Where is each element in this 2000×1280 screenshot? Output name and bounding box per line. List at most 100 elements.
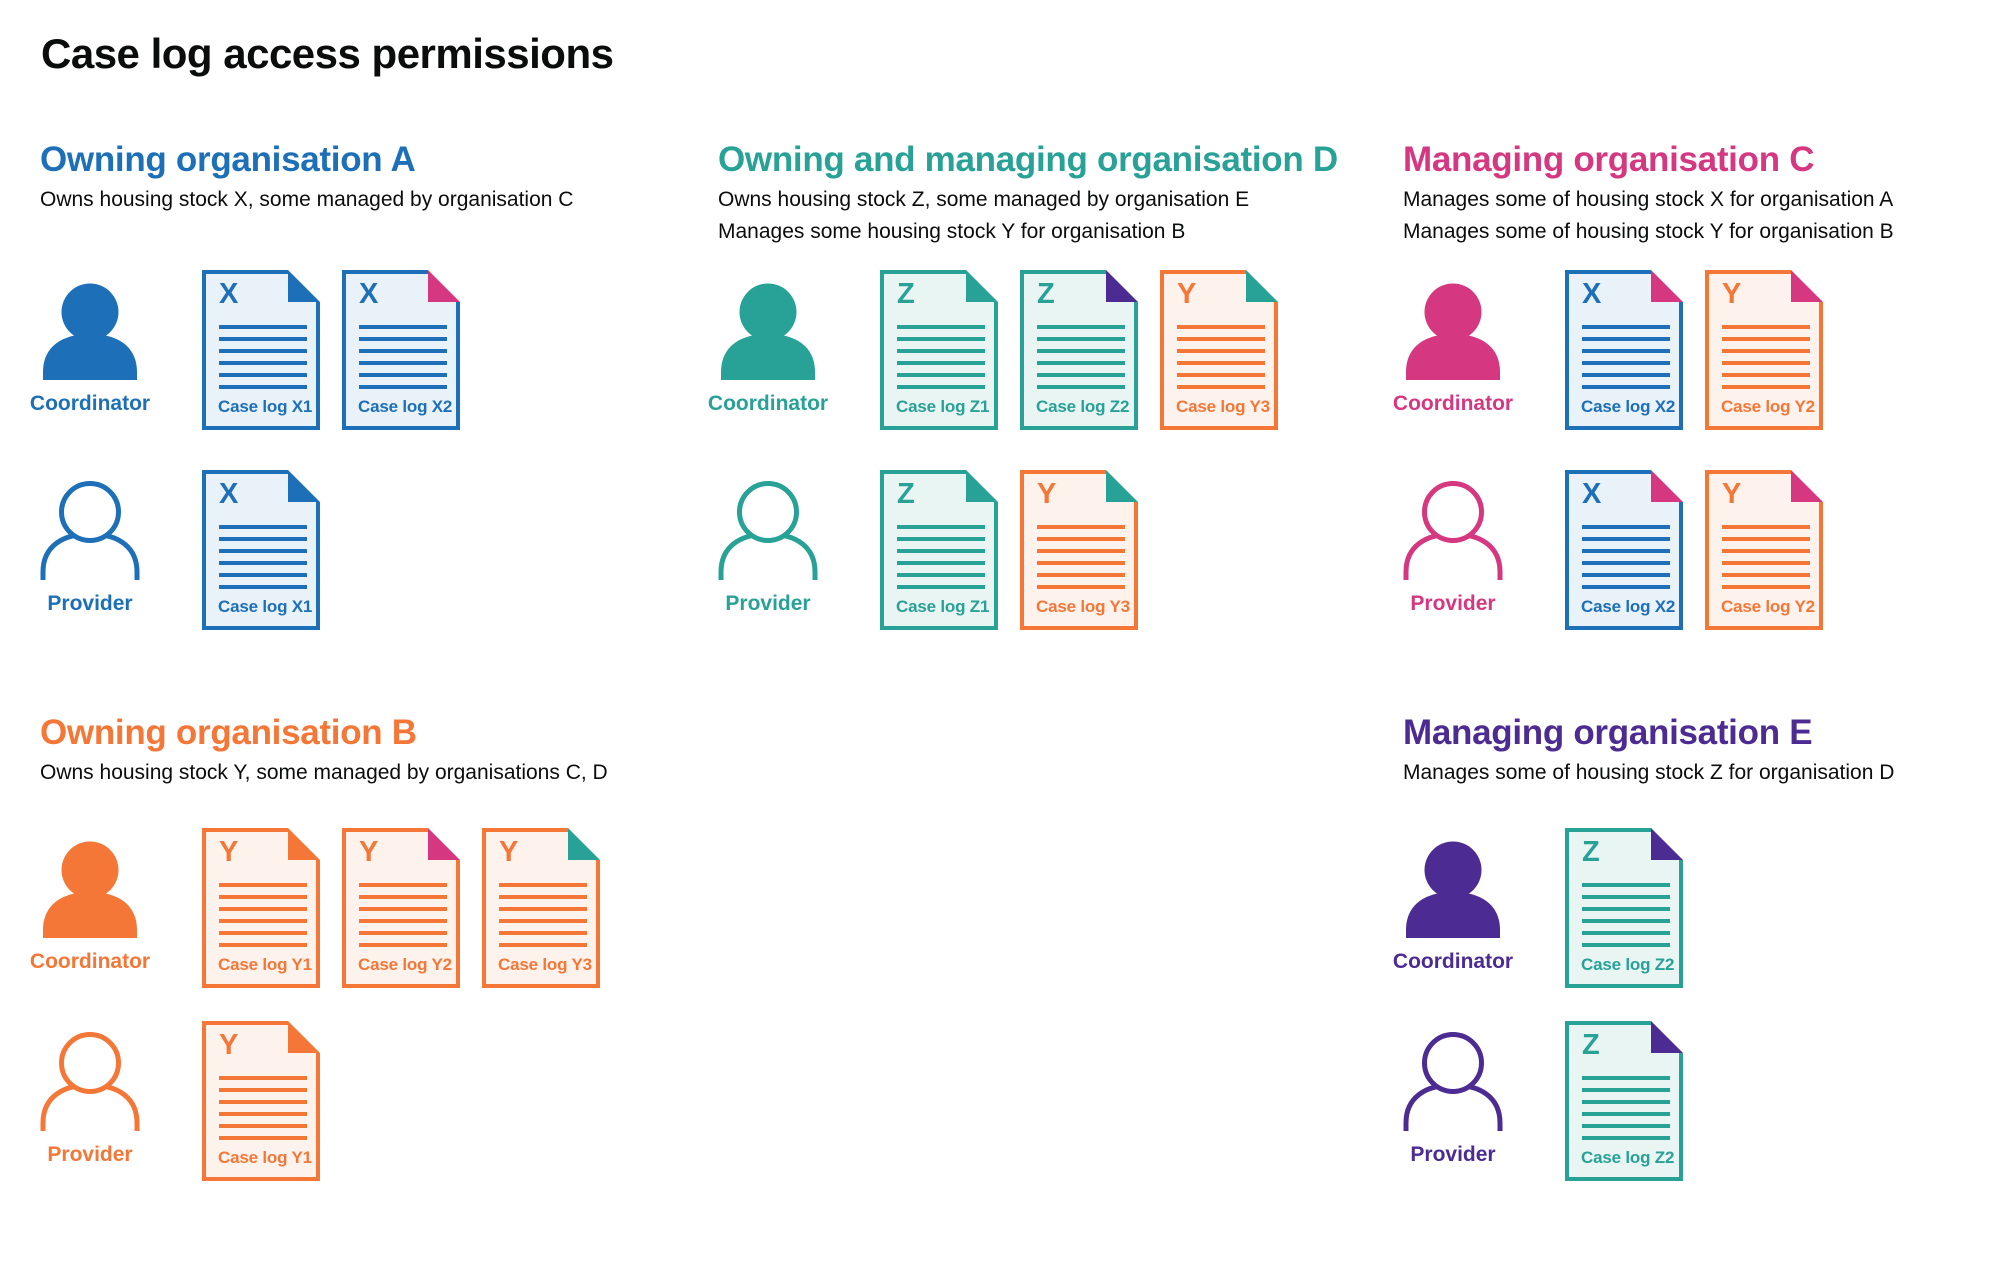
org-section-description: Manages some of housing stock Z for orga… [1403,757,1894,789]
doc-text-lines-icon [1582,1076,1670,1140]
doc-stock-letter: Y [1722,478,1742,510]
persona-coordinator: Coordinator [708,270,828,430]
persona-role-label: Provider [1410,592,1496,615]
persona-role-label: Provider [1410,1143,1496,1166]
persona-role-label: Coordinator [1392,392,1514,415]
person-icon [1403,481,1503,580]
doc-case-log-label: Case log X2 [1581,397,1676,416]
doc-case-log-label: Case log Z1 [896,597,990,616]
doc-text-lines-icon [219,883,307,947]
persona-role-label: Coordinator [1392,950,1514,973]
person-icon [40,1032,140,1131]
doc-text-lines-icon [1582,325,1670,389]
role-row: Coordinator X Case log X1 X Case log X2 [30,270,460,430]
doc-text-lines-icon [219,525,307,589]
role-row: Coordinator X Case log X2 Y Case log Y2 [1393,270,1823,430]
org-section-org-b: Owning organisation B Owns housing stock… [30,713,608,1181]
case-log-docs: X Case log X2 Y Case log Y2 [1565,470,1823,630]
doc-text-lines-icon [219,325,307,389]
case-log-document: Y Case log Y3 [1020,470,1138,630]
case-log-docs: Y Case log Y1 [202,1021,320,1181]
doc-stock-letter: Y [359,836,379,868]
doc-text-lines-icon [1722,525,1810,589]
doc-case-log-label: Case log Y2 [1721,597,1815,616]
person-icon [43,841,137,938]
case-log-document: Z Case log Z2 [1565,1021,1683,1181]
persona-coordinator: Coordinator [1393,828,1513,988]
doc-stock-letter: Y [1037,478,1057,510]
case-log-document: X Case log X2 [1565,270,1683,430]
doc-text-lines-icon [1037,325,1125,389]
case-log-document: Y Case log Y2 [342,828,460,988]
org-description-line: Manages some housing stock Y for organis… [718,220,1186,243]
doc-stock-letter: X [1582,278,1602,310]
doc-stock-letter: Y [219,1029,239,1061]
org-section-org-d: Owning and managing organisation D Owns … [708,140,1338,630]
doc-case-log-label: Case log Y1 [218,955,312,974]
org-description-line: Owns housing stock Y, some managed by or… [40,761,608,784]
person-icon [1406,841,1500,938]
doc-text-lines-icon [359,325,447,389]
org-section-org-c: Managing organisation C Manages some of … [1393,140,1894,630]
case-log-docs: X Case log X2 Y Case log Y2 [1565,270,1823,430]
role-row: Provider X Case log X1 [40,470,320,630]
doc-text-lines-icon [1582,525,1670,589]
org-section-title: Managing organisation E [1403,713,1813,752]
doc-case-log-label: Case log Z2 [1581,1148,1675,1167]
persona-role-label: Coordinator [707,392,829,415]
doc-stock-letter: Z [897,478,915,510]
org-section-title: Owning organisation B [40,713,417,752]
person-icon [721,283,815,380]
doc-text-lines-icon [897,525,985,589]
persona-provider: Provider [1403,470,1503,630]
org-section-description: Manages some of housing stock X for orga… [1403,184,1894,248]
org-description-line: Owns housing stock X, some managed by or… [40,188,574,211]
doc-text-lines-icon [1037,525,1125,589]
doc-stock-letter: X [219,278,239,310]
org-section-title: Owning organisation A [40,140,416,179]
case-log-docs: Z Case log Z2 [1565,1021,1683,1181]
doc-case-log-label: Case log Y3 [1036,597,1130,616]
org-section-description: Owns housing stock X, some managed by or… [40,184,573,216]
doc-stock-letter: Y [1177,278,1197,310]
role-row: Coordinator Z Case log Z2 [1393,828,1683,988]
person-icon [1403,1032,1503,1131]
persona-role-label: Provider [47,592,133,615]
org-section-org-e: Managing organisation E Manages some of … [1393,713,1894,1181]
case-log-docs: Z Case log Z2 [1565,828,1683,988]
doc-stock-letter: X [219,478,239,510]
case-log-document: Y Case log Y1 [202,1021,320,1181]
role-row: Provider Y Case log Y1 [40,1021,320,1181]
doc-case-log-label: Case log X1 [218,397,313,416]
org-section-description: Owns housing stock Z, some managed by or… [718,184,1249,248]
org-section-description: Owns housing stock Y, some managed by or… [40,757,608,789]
doc-case-log-label: Case log Z2 [1036,397,1130,416]
case-log-document: Y Case log Y3 [1160,270,1278,430]
person-icon [1406,283,1500,380]
doc-text-lines-icon [1177,325,1265,389]
doc-stock-letter: Z [1582,1029,1600,1061]
doc-case-log-label: Case log Z2 [1581,955,1675,974]
case-log-docs: Z Case log Z1 Y Case log Y3 [880,470,1138,630]
doc-case-log-label: Case log Y3 [1176,397,1270,416]
doc-case-log-label: Case log Y1 [218,1148,312,1167]
persona-coordinator: Coordinator [30,270,150,430]
case-log-docs: X Case log X1 X Case log X2 [202,270,460,430]
role-row: Coordinator Z Case log Z1 Z Case log Z2 … [708,270,1278,430]
doc-stock-letter: Y [499,836,519,868]
case-log-document: X Case log X1 [202,470,320,630]
doc-stock-letter: Y [219,836,239,868]
role-row: Provider Z Case log Z2 [1403,1021,1683,1181]
doc-stock-letter: Z [1037,278,1055,310]
case-log-document: X Case log X2 [342,270,460,430]
org-description-line: Owns housing stock Z, some managed by or… [718,188,1250,211]
case-log-document: Y Case log Y2 [1705,270,1823,430]
role-row: Coordinator Y Case log Y1 Y Case log Y2 … [30,828,600,988]
case-log-document: Z Case log Z2 [1565,828,1683,988]
persona-role-label: Coordinator [29,950,151,973]
case-log-document: Y Case log Y1 [202,828,320,988]
doc-stock-letter: Z [897,278,915,310]
org-description-line: Manages some of housing stock Z for orga… [1403,761,1895,784]
doc-text-lines-icon [499,883,587,947]
